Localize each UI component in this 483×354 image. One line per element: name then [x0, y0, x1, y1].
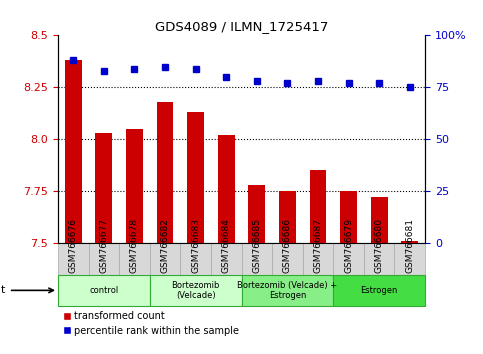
- Text: Estrogen: Estrogen: [360, 286, 398, 295]
- Bar: [88, 243, 119, 275]
- Bar: [211, 243, 242, 275]
- Text: GSM766682: GSM766682: [160, 218, 170, 273]
- Text: GSM766676: GSM766676: [69, 218, 78, 273]
- Text: Bortezomib (Velcade) +
Estrogen: Bortezomib (Velcade) + Estrogen: [237, 281, 338, 300]
- Text: GSM766683: GSM766683: [191, 218, 200, 273]
- Text: GSM766681: GSM766681: [405, 218, 414, 273]
- Bar: [180, 243, 211, 275]
- Text: Bortezomib
(Velcade): Bortezomib (Velcade): [171, 281, 220, 300]
- Text: GSM766680: GSM766680: [375, 218, 384, 273]
- Text: GSM766677: GSM766677: [99, 218, 108, 273]
- Bar: [303, 243, 333, 275]
- Text: GSM766679: GSM766679: [344, 218, 353, 273]
- Bar: [340, 191, 357, 243]
- Bar: [187, 112, 204, 243]
- Text: GSM766686: GSM766686: [283, 218, 292, 273]
- Bar: [333, 275, 425, 306]
- Bar: [58, 243, 88, 275]
- Bar: [218, 135, 235, 243]
- Bar: [272, 243, 303, 275]
- Bar: [58, 275, 150, 306]
- Bar: [119, 243, 150, 275]
- Bar: [65, 60, 82, 243]
- Title: GDS4089 / ILMN_1725417: GDS4089 / ILMN_1725417: [155, 20, 328, 33]
- Text: GSM766678: GSM766678: [130, 218, 139, 273]
- Text: agent: agent: [0, 285, 53, 295]
- Bar: [371, 198, 387, 243]
- Bar: [242, 243, 272, 275]
- Bar: [395, 243, 425, 275]
- Bar: [126, 129, 143, 243]
- Text: control: control: [89, 286, 118, 295]
- Bar: [156, 102, 173, 243]
- Bar: [150, 243, 180, 275]
- Bar: [333, 243, 364, 275]
- Bar: [96, 133, 112, 243]
- Text: GSM766685: GSM766685: [252, 218, 261, 273]
- Bar: [310, 170, 327, 243]
- Bar: [364, 243, 395, 275]
- Bar: [242, 275, 333, 306]
- Legend: transformed count, percentile rank within the sample: transformed count, percentile rank withi…: [63, 311, 240, 336]
- Text: GSM766684: GSM766684: [222, 218, 231, 273]
- Text: GSM766687: GSM766687: [313, 218, 323, 273]
- Bar: [279, 191, 296, 243]
- Bar: [150, 275, 242, 306]
- Bar: [401, 241, 418, 243]
- Bar: [248, 185, 265, 243]
